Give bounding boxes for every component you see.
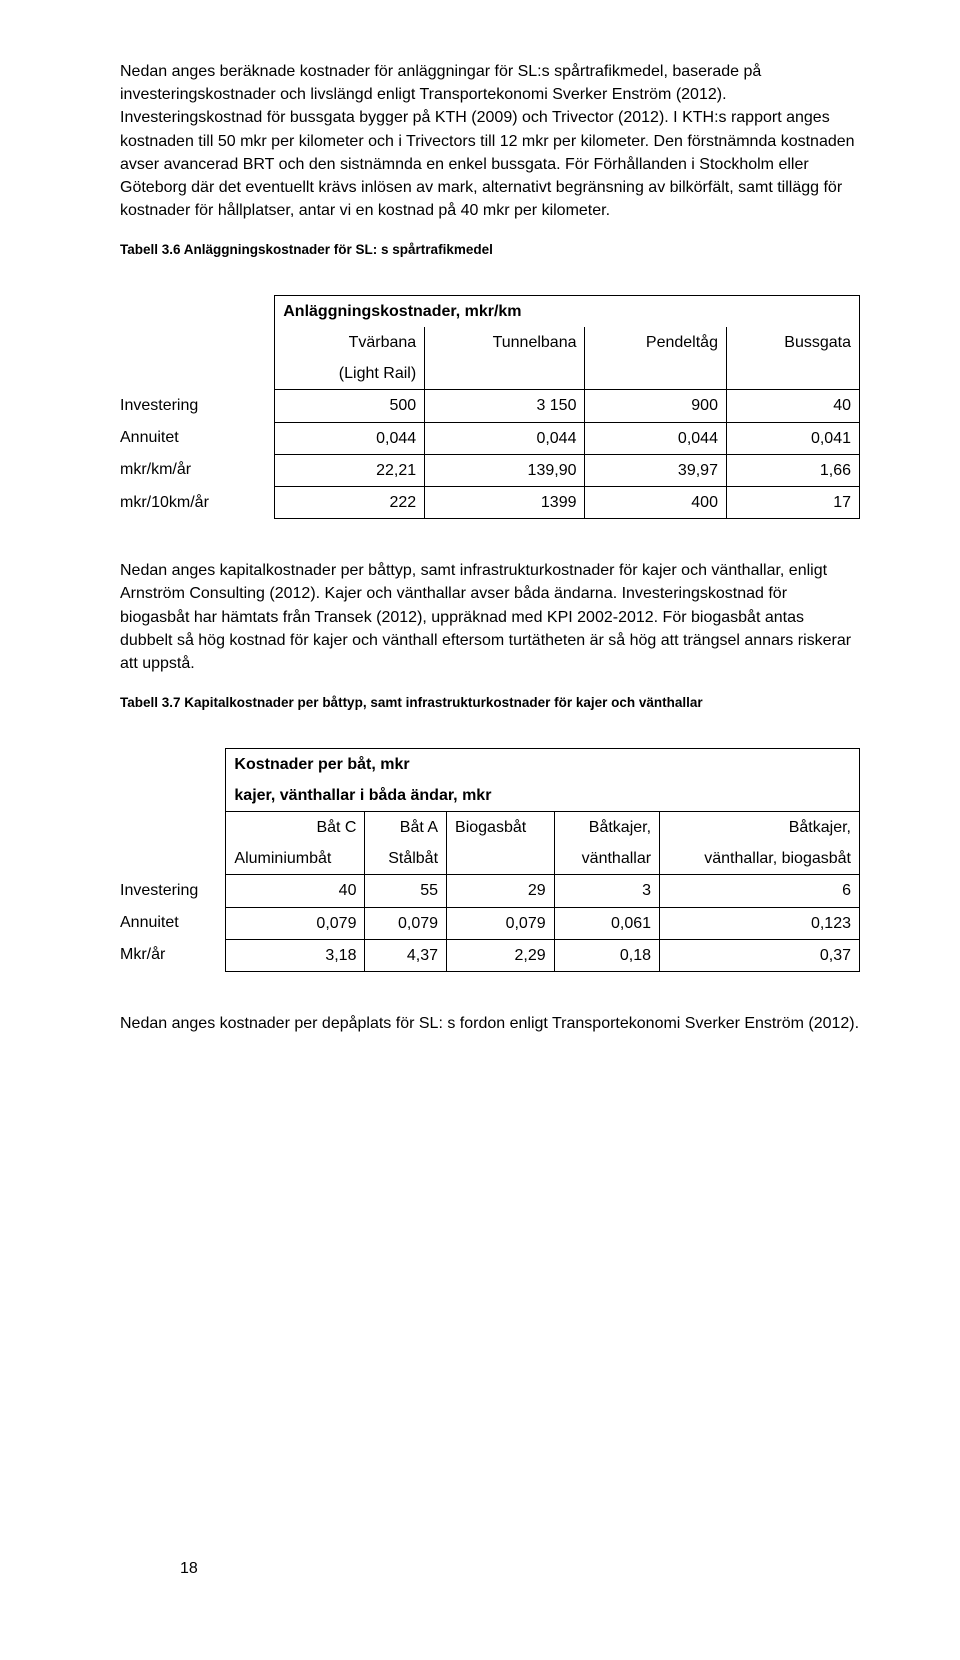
cell: 0,079: [365, 907, 447, 939]
cell: 900: [585, 390, 726, 422]
table-row: Investering 500 3 150 900 40: [120, 390, 860, 422]
row-label: Annuitet: [120, 907, 226, 939]
table-caption-2: Tabell 3.7 Kapitalkostnader per båttyp, …: [120, 693, 860, 713]
cell: 500: [275, 390, 425, 422]
table2-title1: Kostnader per båt, mkr: [226, 748, 860, 780]
cell: 39,97: [585, 454, 726, 486]
col-header: Bussgata: [726, 327, 859, 358]
col-header: Båt A: [365, 812, 447, 844]
cell: 1,66: [726, 454, 859, 486]
col-subheader: vänthallar, biogasbåt: [660, 843, 860, 875]
cell: 0,044: [425, 422, 585, 454]
col-subheader: [425, 358, 585, 390]
col-header: Pendeltåg: [585, 327, 726, 358]
cell: 0,061: [554, 907, 659, 939]
col-subheader: [585, 358, 726, 390]
cell: 222: [275, 487, 425, 519]
cell: 0,079: [226, 907, 365, 939]
table-row: Mkr/år 3,18 4,37 2,29 0,18 0,37: [120, 939, 860, 971]
cell: 3,18: [226, 939, 365, 971]
table2-title2: kajer, vänthallar i båda ändar, mkr: [226, 780, 860, 812]
cell: 0,041: [726, 422, 859, 454]
table-row: mkr/km/år 22,21 139,90 39,97 1,66: [120, 454, 860, 486]
table1-title: Anläggningskostnader, mkr/km: [275, 295, 860, 327]
col-subheader: Aluminiumbåt: [226, 843, 365, 875]
cell: 29: [447, 875, 555, 907]
cell: 139,90: [425, 454, 585, 486]
cell: 6: [660, 875, 860, 907]
table-row: Annuitet 0,044 0,044 0,044 0,041: [120, 422, 860, 454]
cell: 40: [226, 875, 365, 907]
cell: 3 150: [425, 390, 585, 422]
table-row: Annuitet 0,079 0,079 0,079 0,061 0,123: [120, 907, 860, 939]
row-label: mkr/km/år: [120, 454, 275, 486]
col-subheader: vänthallar: [554, 843, 659, 875]
row-label: mkr/10km/år: [120, 487, 275, 519]
cell: 0,123: [660, 907, 860, 939]
col-subheader: [447, 843, 555, 875]
cell: 4,37: [365, 939, 447, 971]
paragraph-1: Nedan anges beräknade kostnader för anlä…: [120, 60, 860, 222]
cell: 1399: [425, 487, 585, 519]
page-number: 18: [180, 1557, 198, 1580]
cell: 0,37: [660, 939, 860, 971]
cell: 55: [365, 875, 447, 907]
cell: 0,044: [275, 422, 425, 454]
col-subheader: Stålbåt: [365, 843, 447, 875]
col-header: Båtkajer,: [554, 812, 659, 844]
cell: 40: [726, 390, 859, 422]
col-header: Tunnelbana: [425, 327, 585, 358]
paragraph-3: Nedan anges kostnader per depåplats för …: [120, 1012, 860, 1035]
cell: 400: [585, 487, 726, 519]
row-label: Investering: [120, 875, 226, 907]
row-label: Mkr/år: [120, 939, 226, 971]
col-header: Båt C: [226, 812, 365, 844]
col-subheader: (Light Rail): [275, 358, 425, 390]
paragraph-2: Nedan anges kapitalkostnader per båttyp,…: [120, 559, 860, 675]
col-subheader: [726, 358, 859, 390]
cell: 0,079: [447, 907, 555, 939]
col-header: Båtkajer,: [660, 812, 860, 844]
table-anlaggningskostnader: Anläggningskostnader, mkr/km Tvärbana Tu…: [120, 295, 860, 519]
cell: 0,18: [554, 939, 659, 971]
row-label: Investering: [120, 390, 275, 422]
col-header: Biogasbåt: [447, 812, 555, 844]
table-kostnader-per-bat: Kostnader per båt, mkr kajer, vänthallar…: [120, 748, 860, 972]
table-row: mkr/10km/år 222 1399 400 17: [120, 487, 860, 519]
cell: 2,29: [447, 939, 555, 971]
table-caption-1: Tabell 3.6 Anläggningskostnader för SL: …: [120, 240, 860, 260]
row-label: Annuitet: [120, 422, 275, 454]
cell: 17: [726, 487, 859, 519]
table-row: Investering 40 55 29 3 6: [120, 875, 860, 907]
cell: 3: [554, 875, 659, 907]
col-header: Tvärbana: [275, 327, 425, 358]
cell: 0,044: [585, 422, 726, 454]
cell: 22,21: [275, 454, 425, 486]
